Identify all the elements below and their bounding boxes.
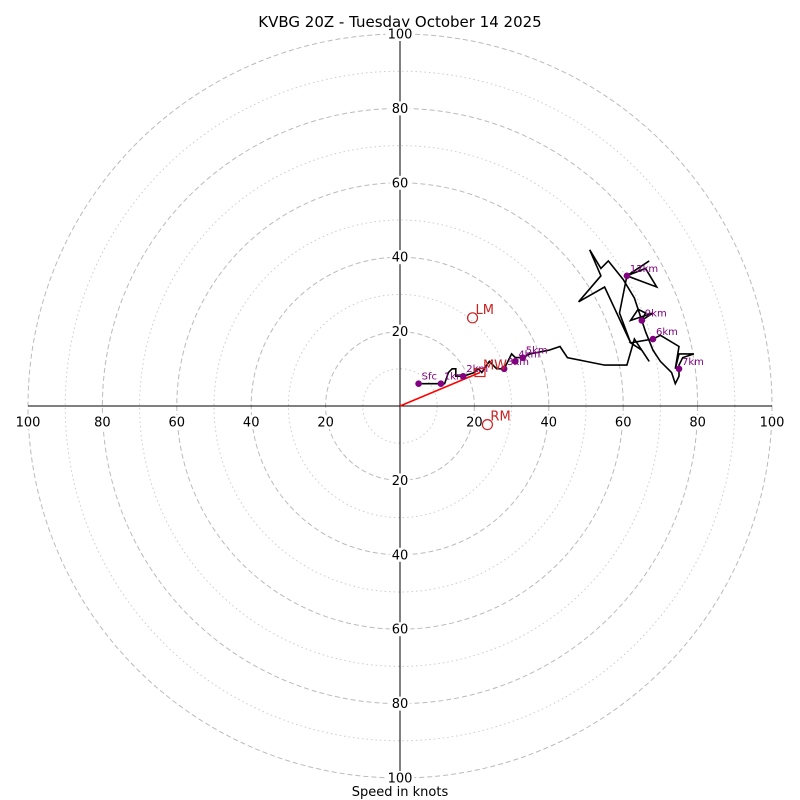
y-tick-bottom: 80	[389, 696, 411, 712]
chart-title: KVBG 20Z - Tuesday October 14 2025	[258, 13, 541, 31]
x-tick-left-text: 100	[16, 416, 41, 431]
y-tick-top-text: 40	[392, 251, 409, 266]
y-tick-bottom: 20	[389, 473, 411, 489]
storm-motion-label: RM	[490, 410, 510, 425]
y-tick-top-text: 100	[388, 28, 413, 43]
height-marker-label: 6km	[656, 327, 678, 338]
x-tick-right: 60	[612, 415, 634, 431]
y-tick-top-text: 80	[392, 102, 409, 117]
mean-wind-label: MW	[483, 359, 507, 374]
storm-motion-circle	[466, 312, 479, 324]
x-tick-right-text: 80	[689, 416, 706, 431]
height-marker-label: 9km	[645, 308, 667, 319]
height-marker-label: 5km	[526, 346, 548, 357]
height-marker-label: 1km	[444, 372, 466, 383]
height-marker-dot	[519, 354, 527, 361]
x-tick-right: 20	[464, 415, 485, 431]
tick-labels: 20 20 20 20 40 40 40 40 60 60 60 60 80 80 80 80 100 100 10…	[13, 27, 787, 787]
hodograph-trace-line	[418, 249, 695, 386]
y-tick-bottom-text: 40	[392, 548, 409, 563]
y-tick-bottom: 100	[385, 771, 415, 787]
height-marker-label: 2km	[466, 364, 488, 375]
x-tick-right-text: 60	[615, 416, 632, 431]
x-tick-left: 40	[240, 415, 262, 431]
x-tick-left-text: 20	[317, 416, 334, 431]
height-marker-dot	[675, 365, 683, 373]
x-tick-right-text: 40	[541, 416, 558, 431]
x-tick-left-text: 60	[169, 416, 186, 431]
hodograph-trace	[418, 249, 695, 386]
height-marker-dot	[437, 380, 445, 387]
x-tick-left: 60	[166, 415, 188, 431]
x-tick-left: 20	[315, 415, 336, 431]
height-marker-label: Sfc	[422, 372, 437, 383]
storm-motion-markers: LM RM MW	[466, 303, 511, 431]
y-tick-bottom-text: 20	[392, 474, 409, 489]
shear-vector	[399, 371, 481, 407]
x-tick-left: 80	[92, 415, 113, 431]
height-marker-dot	[459, 372, 467, 380]
x-tick-right-text: 100	[760, 416, 785, 431]
x-tick-right-text: 20	[466, 416, 483, 431]
height-marker-dot	[638, 317, 646, 324]
height-marker-dot	[649, 335, 657, 343]
y-tick-top: 100	[385, 27, 415, 43]
y-tick-top: 20	[389, 324, 411, 340]
height-marker-label: 12km	[630, 264, 658, 275]
height-marker-label: 7km	[682, 357, 704, 368]
height-marker-dot	[623, 272, 631, 280]
height-marker-label: 4km	[518, 349, 540, 360]
y-tick-bottom-text: 100	[388, 772, 413, 787]
x-tick-right: 80	[687, 415, 708, 431]
y-tick-bottom-text: 60	[392, 623, 409, 638]
x-tick-left: 100	[13, 415, 43, 431]
x-tick-right: 100	[757, 415, 787, 431]
shear-vector-line	[399, 371, 481, 407]
storm-motion-label: LM	[476, 303, 494, 318]
storm-motion-circle	[481, 419, 494, 431]
height-markers: Sfc1km2km3km4km5km6km7km9km12km	[415, 264, 704, 387]
height-marker-dot	[512, 358, 519, 365]
height-marker-dot	[415, 380, 422, 387]
mean-wind-marker	[474, 367, 486, 378]
y-tick-top-text: 20	[392, 325, 409, 340]
x-axis-label: Speed in knots	[352, 785, 449, 800]
x-tick-left-text: 80	[94, 416, 111, 431]
y-tick-bottom-text: 80	[392, 697, 409, 712]
y-tick-bottom: 60	[389, 622, 411, 638]
height-marker-dot	[500, 365, 508, 373]
x-tick-left-text: 40	[243, 416, 260, 431]
y-tick-top-text: 60	[392, 176, 409, 191]
y-tick-top: 60	[389, 175, 411, 191]
y-tick-top: 80	[389, 101, 411, 117]
x-tick-right: 40	[538, 415, 560, 431]
y-tick-top: 40	[389, 250, 411, 266]
y-tick-bottom: 40	[389, 547, 411, 563]
